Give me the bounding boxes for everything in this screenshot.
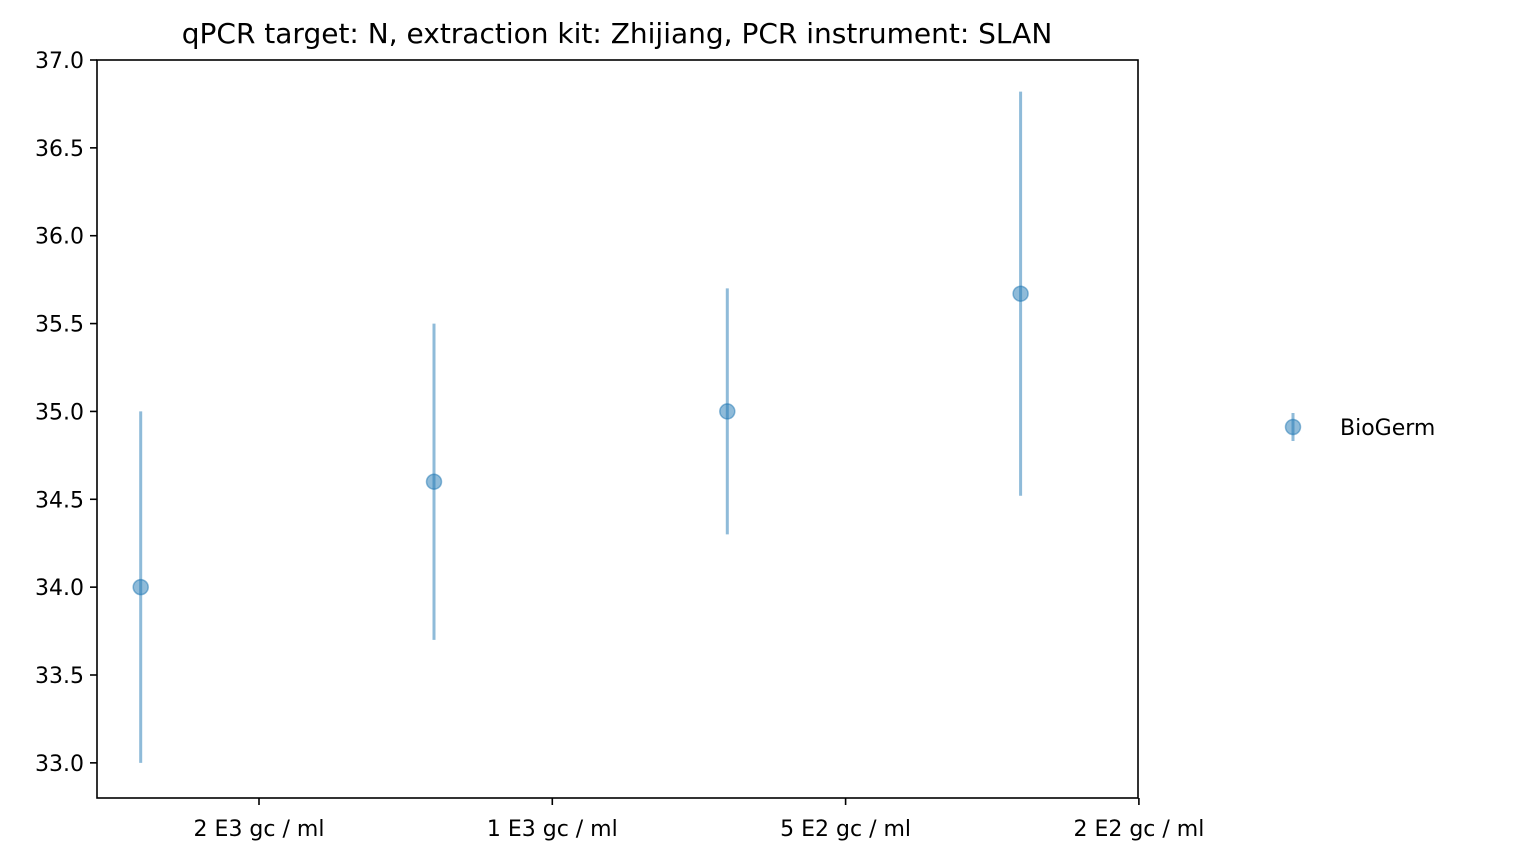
y-tick-label: 37.0 [35, 49, 84, 74]
x-tick-label: 5 E2 gc / ml [780, 817, 911, 842]
y-tick-label: 35.5 [35, 313, 84, 338]
y-tick-label: 36.5 [35, 137, 84, 162]
x-axis: 2 E3 gc / ml 1 E3 gc / ml 5 E2 gc / ml 2 E2… [194, 798, 1204, 842]
x-tick-label: 2 E3 gc / ml [194, 817, 325, 842]
x-tick-label: 1 E3 gc / ml [487, 817, 618, 842]
legend-label: BioGerm [1340, 416, 1435, 441]
y-tick-label: 34.5 [35, 488, 84, 513]
y-tick-label: 35.0 [35, 400, 84, 425]
legend-marker [1284, 418, 1302, 436]
y-axis: 33.0 33.5 34.0 34.5 35.0 35.5 36.0 36.5 37.0 [35, 49, 97, 777]
y-tick-label: 36.0 [35, 225, 84, 250]
legend: BioGerm [1284, 413, 1435, 441]
chart-title: qPCR target: N, extraction kit: Zhijiang… [182, 17, 1053, 50]
x-tick-label: 2 E2 gc / ml [1073, 817, 1204, 842]
plot-frame [96, 59, 1139, 799]
y-tick-label: 33.5 [35, 664, 84, 689]
data-point [719, 403, 736, 420]
y-tick-label: 34.0 [35, 576, 84, 601]
data-point [425, 473, 443, 490]
marks-layer [132, 91, 1029, 763]
data-point [132, 578, 149, 596]
data-point [1012, 285, 1029, 302]
y-tick-label: 33.0 [35, 752, 84, 777]
